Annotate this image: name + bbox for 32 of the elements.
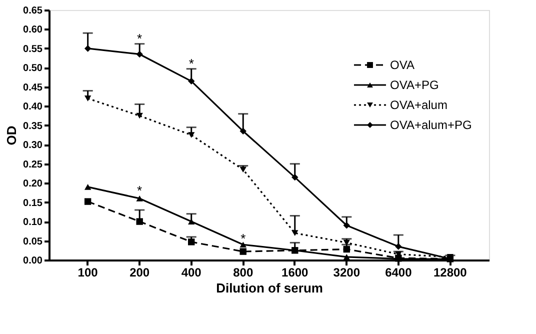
annotation: * [188,56,194,71]
annotation: * [137,182,142,198]
y-tick-label: 0.10 [23,217,43,228]
y-tick-label: 0.30 [23,140,43,152]
x-tick-label: 200 [130,266,150,280]
annotation: * [240,230,246,246]
x-tick-label: 12800 [433,266,468,280]
x-tick-label: 3200 [333,266,360,280]
y-axis-title: OD [4,126,20,146]
y-tick-label: 0.25 [23,159,43,170]
legend-label: OVA [390,58,414,72]
y-tick-label: 0.60 [23,24,43,36]
legend-label: OVA+alum+PG [390,118,472,132]
x-tick-label: 1600 [282,266,309,280]
x-tick-label: 800 [233,266,254,280]
y-tick-label: 0.45 [23,82,43,94]
x-tick-label: 6400 [385,266,412,280]
y-tick-label: 0.55 [23,44,43,55]
y-tick-label: 0.00 [23,256,43,266]
x-axis-title: Dilution of serum [216,280,323,296]
legend-label: OVA+alum [390,98,448,112]
annotation: * [137,30,142,46]
y-tick-label: 0.50 [23,63,43,74]
y-tick-label: 0.05 [23,236,43,248]
y-tick-label: 0.15 [23,198,43,209]
y-tick-label: 0.40 [23,102,43,113]
y-tick-label: 0.20 [23,178,43,190]
x-tick-label: 400 [181,266,202,280]
x-tick-label: 100 [78,266,98,280]
legend-label: OVA+PG [390,78,439,92]
y-tick-label: 0.65 [23,6,43,16]
y-tick-label: 0.35 [23,120,43,132]
